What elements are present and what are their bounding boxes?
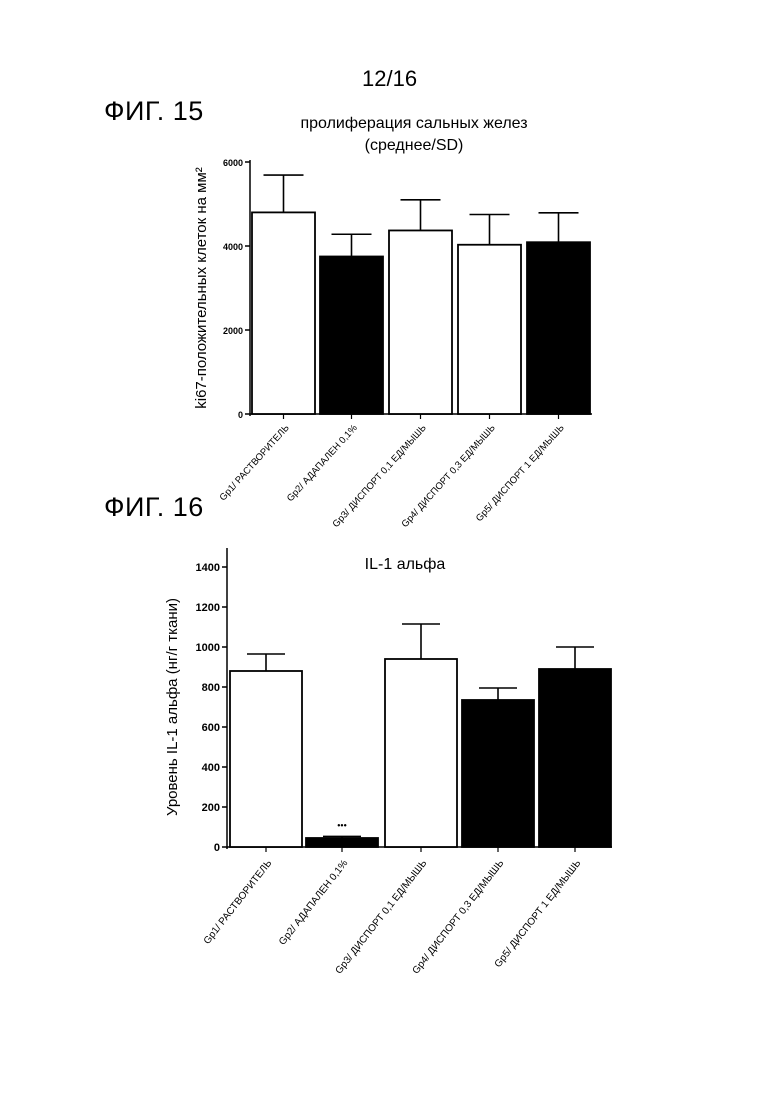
y-tick-label: 0	[214, 842, 220, 854]
y-tick-label: 400	[202, 762, 220, 774]
bar	[306, 838, 378, 847]
y-tick-label: 1200	[196, 602, 220, 614]
x-tick-label: Gp4/ ДИСПОРТ 0,3 ЕД/МЫШЬ	[411, 858, 507, 977]
significance-marker: •••	[337, 820, 346, 830]
chart-title: IL-1 альфа	[365, 556, 446, 573]
bar	[462, 700, 534, 847]
bar	[230, 671, 302, 847]
y-tick-label: 200	[202, 802, 220, 814]
y-axis-label: Уровень IL-1 альфа (нг/г ткани)	[164, 598, 181, 816]
y-tick-label: 1000	[196, 642, 220, 654]
y-tick-label: 800	[202, 682, 220, 694]
bar	[539, 669, 611, 847]
x-tick-label: Gp1/ РАСТВОРИТЕЛЬ	[202, 858, 275, 947]
x-tick-label: Gp2/ АДАПАЛЕН 0,1%	[277, 858, 350, 948]
y-tick-label: 600	[202, 722, 220, 734]
bar	[385, 659, 457, 847]
x-tick-label: Gp5/ ДИСПОРТ 1 ЕД/МЫШЬ	[493, 858, 584, 970]
y-tick-label: 1400	[196, 562, 220, 574]
x-tick-label: Gp3/ ДИСПОРТ 0,1 ЕД/МЫШЬ	[334, 858, 430, 977]
